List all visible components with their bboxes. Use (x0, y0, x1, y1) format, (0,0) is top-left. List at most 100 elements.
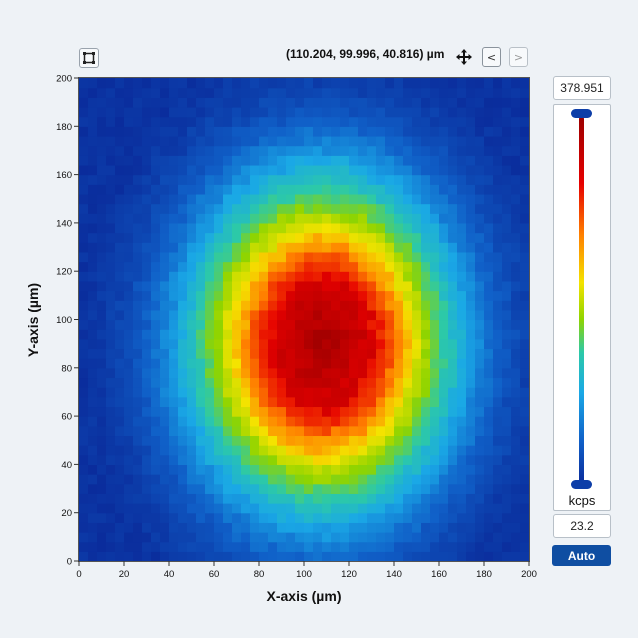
heatmap-pixel (295, 503, 305, 514)
heatmap-pixel (115, 193, 125, 205)
heatmap-pixel (97, 435, 107, 446)
heatmap-pixel (448, 416, 458, 427)
heatmap-pixel (169, 512, 179, 523)
heatmap-pixel (232, 503, 242, 514)
heatmap-pixel (259, 184, 269, 195)
heatmap-pixel (367, 464, 377, 475)
heatmap-pixel (313, 97, 323, 108)
heatmap-pixel (106, 261, 116, 272)
heatmap-pixel (304, 522, 314, 533)
heatmap-pixel (115, 445, 125, 456)
heatmap-pixel (115, 541, 125, 552)
heatmap-pixel (214, 512, 224, 523)
heatmap-pixel (520, 425, 530, 437)
heatmap-pixel (268, 87, 278, 98)
heatmap-pixel (385, 435, 395, 446)
heatmap-pixel (223, 164, 233, 176)
heatmap-pixel (196, 541, 206, 552)
heatmap-pixel (250, 261, 260, 272)
colorscale-max-handle[interactable] (571, 109, 592, 118)
heatmap-pixel (79, 474, 89, 485)
x-tick-label: 20 (119, 569, 130, 580)
heatmap-pixel (403, 319, 413, 330)
next-button[interactable]: > (509, 47, 528, 67)
heatmap-pixel (376, 358, 386, 369)
heatmap-pixel (484, 126, 494, 137)
heatmap-pixel (511, 203, 521, 214)
heatmap-pixel (115, 377, 125, 388)
heatmap-image[interactable] (79, 78, 530, 562)
heatmap-pixel (115, 78, 125, 89)
heatmap-pixel (106, 454, 116, 465)
heatmap-pixel (196, 493, 206, 504)
fit-view-button[interactable] (79, 48, 99, 68)
heatmap-pixel (97, 348, 107, 359)
heatmap-pixel (160, 512, 170, 523)
heatmap-pixel (358, 338, 368, 350)
heatmap-pixel (124, 126, 134, 137)
heatmap-pixel (466, 280, 476, 292)
heatmap-pixel (466, 445, 476, 456)
heatmap-pixel (421, 445, 431, 456)
heatmap-pixel (142, 358, 152, 369)
heatmap-pixel (250, 541, 260, 552)
heatmap-pixel (493, 232, 503, 243)
heatmap-pixel (286, 309, 296, 321)
heatmap-pixel (502, 396, 512, 408)
heatmap-pixel (151, 522, 161, 533)
colorscale-max-input[interactable]: 378.951 (553, 76, 611, 100)
heatmap-pixel (178, 377, 188, 388)
heatmap-pixel (106, 300, 116, 311)
heatmap-pixel (169, 155, 179, 166)
heatmap-pixel (88, 261, 98, 272)
heatmap-pixel (349, 261, 359, 272)
heatmap-pixel (124, 135, 134, 147)
heatmap-pixel (277, 377, 287, 388)
heatmap-pixel (79, 87, 89, 98)
heatmap-pixel (151, 377, 161, 388)
heatmap-pixel (205, 483, 215, 494)
auto-scale-button[interactable]: Auto (552, 545, 611, 566)
colorscale-min-input[interactable]: 23.2 (553, 514, 611, 538)
heatmap-pixel (466, 358, 476, 369)
heatmap-pixel (394, 367, 404, 379)
heatmap-pixel (466, 135, 476, 147)
heatmap-pixel (385, 377, 395, 388)
heatmap-pixel (448, 367, 458, 379)
heatmap-pixel (349, 97, 359, 108)
heatmap-pixel (313, 232, 323, 243)
heatmap-pixel (484, 280, 494, 292)
heatmap-pixel (106, 155, 116, 166)
heatmap-pixel (115, 280, 125, 292)
previous-button[interactable]: < (482, 47, 501, 67)
heatmap-pixel (214, 106, 224, 118)
heatmap-pixel (520, 164, 530, 176)
heatmap-pixel (394, 290, 404, 301)
heatmap-pixel (376, 242, 386, 253)
heatmap-pixel (430, 126, 440, 137)
heatmap-pixel (331, 78, 341, 89)
heatmap-pixel (232, 135, 242, 147)
heatmap-pixel (160, 184, 170, 195)
heatmap-pixel (394, 532, 404, 543)
heatmap-pixel (304, 454, 314, 465)
heatmap-pixel (322, 503, 332, 514)
heatmap-pixel (97, 454, 107, 465)
heatmap-pixel (169, 416, 179, 427)
heatmap-pixel (457, 135, 467, 147)
heatmap-pixel (511, 87, 521, 98)
heatmap-pixel (151, 329, 161, 340)
heatmap-pixel (511, 377, 521, 388)
heatmap-pixel (79, 290, 89, 301)
heatmap-pixel (241, 338, 251, 350)
heatmap-pixel (268, 164, 278, 176)
heatmap-pixel (448, 261, 458, 272)
colorscale-min-handle[interactable] (571, 480, 592, 489)
heatmap-pixel (385, 416, 395, 427)
heatmap-pixel (493, 425, 503, 437)
heatmap-pixel (232, 97, 242, 108)
heatmap-pixel (223, 425, 233, 437)
heatmap-pixel (151, 358, 161, 369)
move-icon[interactable] (455, 48, 473, 66)
